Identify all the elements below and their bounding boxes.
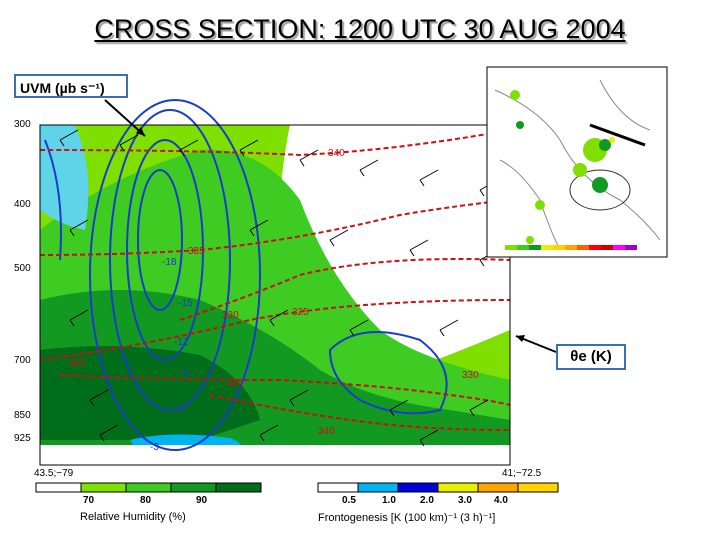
wind-barb [69, 219, 89, 237]
theta-contour-label: 340 [318, 426, 335, 437]
theta-contour-label: 335 [226, 378, 243, 389]
rh-tick: 80 [140, 495, 152, 506]
theta-contour [209, 394, 511, 431]
rh-tick: 90 [196, 495, 208, 506]
wind-barb [69, 309, 89, 327]
theta-contour-label: 340 [328, 148, 345, 159]
right-endpoint-label: 41;−72.5 [502, 468, 542, 479]
theta-contour-label: 335 [188, 246, 205, 257]
rh-tick: 70 [83, 495, 95, 506]
page-title: CROSS SECTION: 1200 UTC 30 AUG 2004 [94, 14, 626, 44]
uvm-contour-label: -9 [180, 368, 189, 379]
wind-barb [59, 129, 79, 147]
wind-barb [469, 399, 489, 417]
terrain [40, 445, 510, 465]
wind-barb [329, 229, 349, 247]
uvm-contour-label: -3 [150, 442, 159, 453]
fg-tick: 1.0 [382, 495, 396, 506]
uvm-contour [137, 169, 183, 311]
frontogenesis-patch-top [40, 125, 89, 230]
wind-barb [409, 239, 429, 257]
rh-colorbar [35, 482, 262, 493]
wind-barb [359, 159, 379, 177]
wind-barb [99, 424, 119, 442]
inset-colorbar [505, 245, 637, 250]
uvm-contour-label: -18 [162, 257, 177, 268]
pressure-label: 300 [14, 119, 31, 130]
radar-echo [535, 200, 545, 210]
wind-barb [299, 149, 319, 167]
pressure-label: 925 [14, 433, 31, 444]
wind-barb [89, 389, 109, 407]
uvm-contour-label: -15 [178, 298, 193, 309]
inset-map [486, 66, 668, 258]
wind-barb [289, 389, 309, 407]
fg-tick: 0.5 [342, 495, 356, 506]
theta-pointer-arrowhead [516, 335, 525, 342]
theta-e-label: θe (K) [556, 344, 626, 370]
rh-max-region [40, 346, 260, 440]
pressure-label: 850 [14, 410, 31, 421]
cross-section-line [589, 123, 646, 147]
wind-barb [179, 139, 199, 157]
theta-contour-label: 330 [68, 358, 85, 369]
theta-contour-label: 325 [292, 307, 309, 318]
rh-colorbar-label: Relative Humidity (%) [80, 511, 186, 523]
radar-echo [609, 137, 615, 143]
wind-barb [259, 424, 279, 442]
theta-contour [179, 258, 511, 321]
uvm-contour [109, 109, 231, 411]
pressure-label: 700 [14, 355, 31, 366]
wind-barb [239, 139, 259, 157]
theta-contour [39, 299, 511, 361]
uvm-contour [89, 99, 261, 451]
wind-barbs [59, 129, 499, 447]
uvm-contour-label: -12 [174, 337, 189, 348]
uvm-contour [44, 139, 62, 261]
radar-echo [573, 163, 587, 177]
theta-contour-label: 330 [462, 370, 479, 381]
wind-barb [389, 399, 409, 417]
wind-barb [349, 319, 369, 337]
wind-barb [439, 319, 459, 337]
pressure-label: 400 [14, 199, 31, 210]
plot-frame [39, 124, 511, 466]
uvm-label: UVM (µb s⁻¹) [14, 74, 128, 98]
wind-barb [419, 169, 439, 187]
frontogenesis-colorbar [317, 482, 559, 493]
radar-echo [592, 177, 608, 193]
theta-contour [59, 374, 511, 406]
wind-barb [269, 309, 289, 327]
fg-tick: 2.0 [420, 495, 434, 506]
fg-tick: 4.0 [494, 495, 508, 506]
theta-contour [39, 129, 511, 157]
pressure-label: 500 [14, 263, 31, 274]
uvm-pointer-arrowhead [136, 127, 145, 136]
uvm-contour-label: -6 [176, 404, 185, 415]
theta-contour [39, 199, 511, 256]
uvm-contour [328, 331, 448, 415]
radar-echo [599, 139, 611, 151]
left-endpoint-label: 43.5;−79 [34, 468, 74, 479]
fg-tick: 3.0 [458, 495, 472, 506]
radar-echo [516, 121, 524, 129]
frontogenesis-colorbar-label: Frontogenesis [K (100 km)⁻¹ (3 h)⁻¹] [318, 512, 496, 524]
theta-contour-label: 330 [222, 310, 239, 321]
wind-barb [249, 219, 269, 237]
radar-echo [526, 236, 534, 244]
uvm-pointer-arrow [104, 99, 146, 137]
radar-echo [510, 90, 520, 100]
wind-barb [119, 134, 139, 152]
wind-barb [419, 429, 439, 447]
